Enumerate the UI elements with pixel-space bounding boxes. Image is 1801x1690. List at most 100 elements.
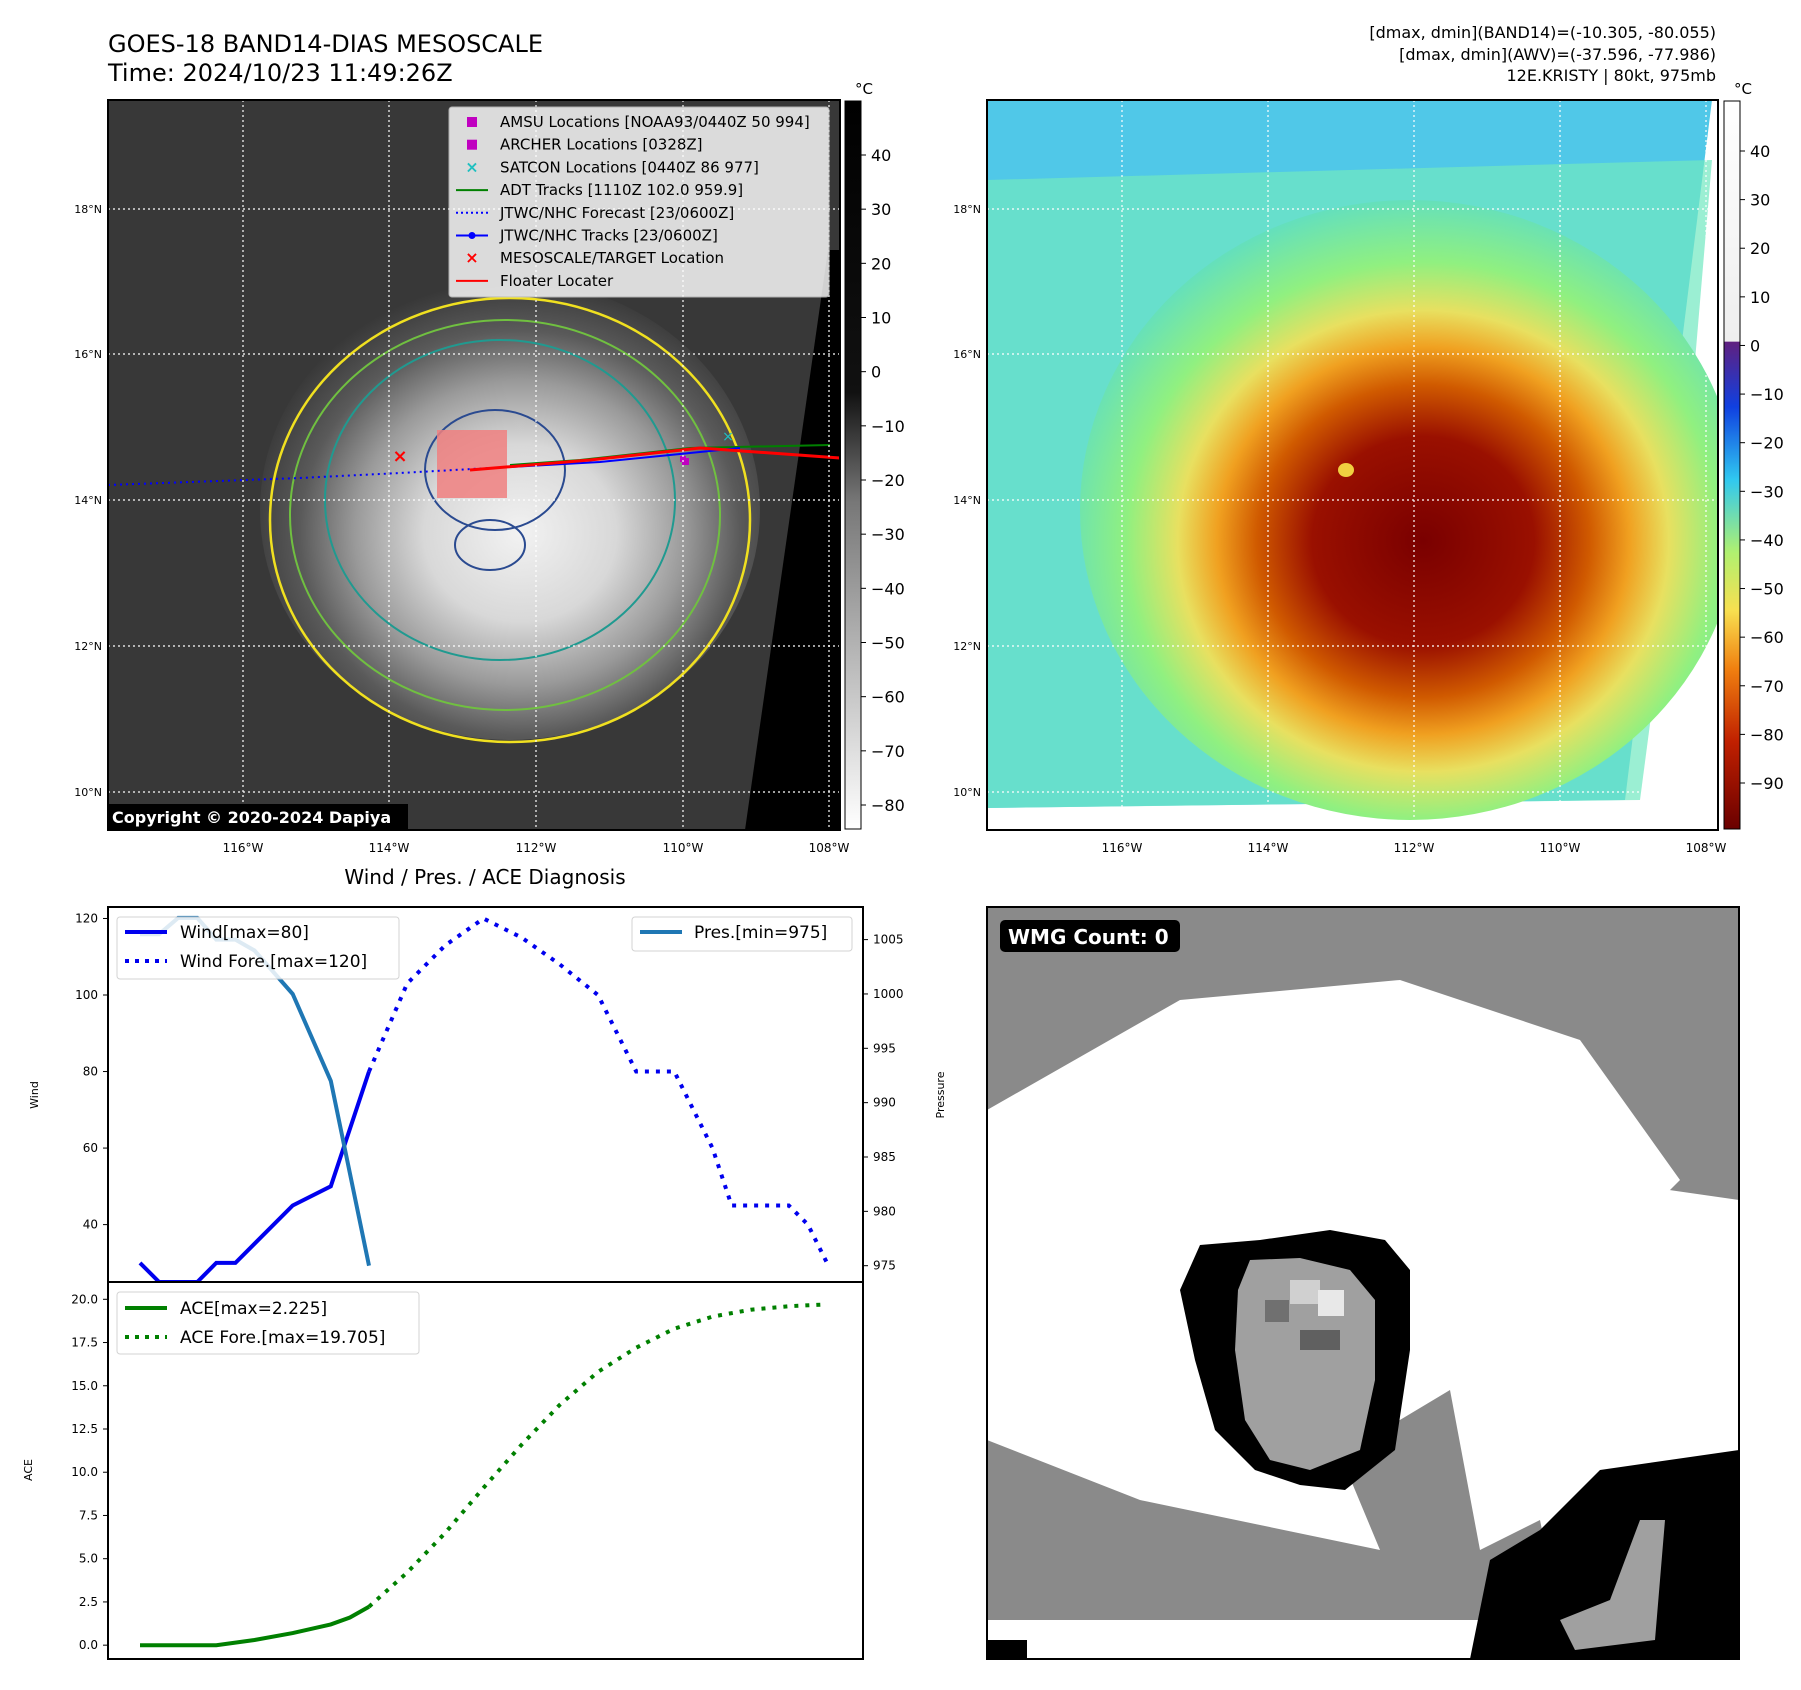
colorbar-tick-label: −10 bbox=[1750, 385, 1784, 404]
awv-lat-label: 18°N bbox=[953, 203, 981, 216]
figure-title-line2: Time: 2024/10/23 11:49:26Z bbox=[107, 59, 453, 87]
colorbar-tick-label: −30 bbox=[1750, 482, 1784, 501]
ir-lon-label: 112°W bbox=[516, 841, 557, 855]
awv-colorbar: °C 40 30 20 10 0 −10 −20 −30 −40 −50 −60 −70 −80 −90 bbox=[1723, 80, 1784, 830]
y-tick-label: 10.0 bbox=[71, 1465, 98, 1479]
y-tick-label: 80 bbox=[83, 1065, 98, 1079]
y-tick-label: 17.5 bbox=[71, 1336, 98, 1350]
ir-lat-label: 14°N bbox=[74, 494, 102, 507]
colorbar-tick-label: −80 bbox=[1750, 725, 1784, 744]
legend-label: ARCHER Locations [0328Z] bbox=[500, 136, 703, 154]
legend-label: Floater Locater bbox=[500, 272, 614, 290]
ir-lon-label: 110°W bbox=[663, 841, 704, 855]
legend-label: JTWC/NHC Tracks [23/0600Z] bbox=[499, 227, 718, 245]
y-tick-label: 60 bbox=[83, 1141, 98, 1155]
y-tick-label: 12.5 bbox=[71, 1422, 98, 1436]
legend-item: × SATCON Locations [0440Z 86 977] bbox=[465, 157, 759, 176]
wind-axis-label: Wind bbox=[28, 1081, 41, 1109]
colorbar-tick-label: 10 bbox=[1750, 288, 1770, 307]
colorbar-tick-label: −80 bbox=[871, 796, 905, 815]
diagnosis-title: Wind / Pres. / ACE Diagnosis bbox=[344, 865, 625, 889]
y-tick-label: 15.0 bbox=[71, 1379, 98, 1393]
series-line bbox=[367, 1302, 828, 1609]
colorbar-tick-label: −60 bbox=[1750, 628, 1784, 647]
mesoscale-target-marker: × bbox=[392, 446, 407, 467]
legend-label: SATCON Locations [0440Z 86 977] bbox=[500, 158, 759, 176]
wmg-panel: WMG Count: 0 bbox=[986, 906, 1740, 1660]
ace-axis-label: ACE bbox=[22, 1459, 35, 1481]
colorbar-tick-label: −20 bbox=[871, 471, 905, 490]
colorbar-tick-label: −30 bbox=[871, 525, 905, 544]
y2-tick-label: 980 bbox=[873, 1204, 896, 1218]
archer-marker bbox=[680, 456, 686, 462]
awv-storm bbox=[1080, 200, 1718, 820]
y-tick-label: 100 bbox=[75, 988, 98, 1002]
awv-latitude-labels: 18°N 16°N 14°N 12°N 10°N bbox=[953, 203, 981, 799]
colorbar-tick-label: 20 bbox=[1750, 239, 1770, 258]
awv-lat-label: 16°N bbox=[953, 348, 981, 361]
ir-colorbar: °C 40 30 20 10 0 −10 −20 −30 −40 −50 −60 −70 −80 bbox=[844, 80, 905, 830]
legend-ace: ACE[max=2.225] bbox=[180, 1299, 327, 1319]
y2-tick-label: 990 bbox=[873, 1096, 896, 1110]
ace-legend: ACE[max=2.225] ACE Fore.[max=19.705] bbox=[116, 1291, 420, 1355]
y2-tick-label: 975 bbox=[873, 1259, 896, 1273]
legend-square-icon bbox=[467, 139, 477, 150]
pressure-legend: Pres.[min=975] bbox=[631, 916, 853, 952]
legend-wind-forecast: Wind Fore.[max=120] bbox=[180, 952, 367, 972]
colorbar-tick-label: −70 bbox=[1750, 677, 1784, 696]
colorbar-tick-label: 40 bbox=[1750, 142, 1770, 161]
legend-item: JTWC/NHC Tracks [23/0600Z] bbox=[456, 227, 718, 245]
y2-tick-label: 995 bbox=[873, 1041, 896, 1055]
legend-x-icon: × bbox=[465, 157, 478, 176]
ace-chart: 0.0 2.5 5.0 7.5 10.0 12.5 15.0 17.5 20.0 ACE ACE… bbox=[22, 1281, 864, 1660]
legend-dot-icon bbox=[468, 232, 476, 239]
legend-label: JTWC/NHC Forecast [23/0600Z] bbox=[499, 204, 734, 222]
awv-lon-label: 112°W bbox=[1394, 841, 1435, 855]
awv-lon-label: 116°W bbox=[1102, 841, 1143, 855]
wmg-count-badge bbox=[1000, 920, 1180, 952]
legend-pressure: Pres.[min=975] bbox=[694, 923, 827, 943]
y-tick-label: 7.5 bbox=[79, 1508, 98, 1522]
adt-contour-green bbox=[289, 319, 721, 711]
awv-eye bbox=[1338, 463, 1354, 477]
ir-lon-label: 108°W bbox=[809, 841, 850, 855]
y-tick-label: 40 bbox=[83, 1218, 98, 1232]
series-line bbox=[140, 1604, 370, 1648]
awv-lat-label: 12°N bbox=[953, 640, 981, 653]
info-line1: [dmax, dmin](BAND14)=(-10.305, -80.055) bbox=[1369, 23, 1716, 42]
ir-lat-label: 10°N bbox=[74, 786, 102, 799]
adt-contour-yellow bbox=[268, 296, 752, 744]
awv-lat-label: 14°N bbox=[953, 494, 981, 507]
legend-square-icon bbox=[467, 117, 477, 127]
storm-cloud-shield bbox=[260, 280, 760, 740]
wind-legend: Wind[max=80] Wind Fore.[max=120] bbox=[116, 916, 400, 980]
y2-tick-label: 1005 bbox=[873, 933, 904, 947]
legend-item: × MESOSCALE/TARGET Location bbox=[465, 248, 724, 267]
colorbar-tick-label: 40 bbox=[871, 146, 891, 165]
colorbar-tick-label: −70 bbox=[871, 742, 905, 761]
ir-lat-label: 12°N bbox=[74, 640, 102, 653]
awv-colorbar-unit: °C bbox=[1734, 80, 1752, 98]
awv-lon-label: 110°W bbox=[1540, 841, 1581, 855]
y-tick-label: 5.0 bbox=[79, 1552, 98, 1566]
colorbar-tick-label: −10 bbox=[871, 417, 905, 436]
y-tick-label: 20.0 bbox=[71, 1292, 98, 1306]
awv-lat-label: 10°N bbox=[953, 786, 981, 799]
legend-item: Floater Locater bbox=[456, 272, 614, 290]
legend-label: MESOSCALE/TARGET Location bbox=[500, 249, 724, 267]
y-tick-label: 0.0 bbox=[79, 1638, 98, 1652]
awv-longitude-labels: 116°W 114°W 112°W 110°W 108°W bbox=[1102, 841, 1727, 855]
legend-wind: Wind[max=80] bbox=[180, 923, 309, 943]
ir-lat-label: 16°N bbox=[74, 348, 102, 361]
wind-pressure-chart: 40 60 80 100 120 975 980 985 990 995 1000 1005 Wind… bbox=[28, 906, 947, 1284]
figure-title-line1: GOES-18 BAND14-DIAS MESOSCALE bbox=[108, 30, 543, 58]
ir-lon-label: 114°W bbox=[369, 841, 410, 855]
legend-item: AMSU Locations [NOAA93/0440Z 50 994] bbox=[467, 113, 810, 131]
jtwc-forecast-line bbox=[108, 467, 491, 486]
ir-latitude-labels: 18°N 16°N 14°N 12°N 10°N bbox=[74, 203, 102, 799]
ir-longitude-labels: 116°W 114°W 112°W 110°W 108°W bbox=[223, 841, 850, 855]
info-line2: [dmax, dmin](AWV)=(-37.596, -77.986) bbox=[1399, 45, 1716, 64]
series-line bbox=[367, 916, 829, 1264]
colorbar-tick-label: 10 bbox=[871, 309, 891, 328]
